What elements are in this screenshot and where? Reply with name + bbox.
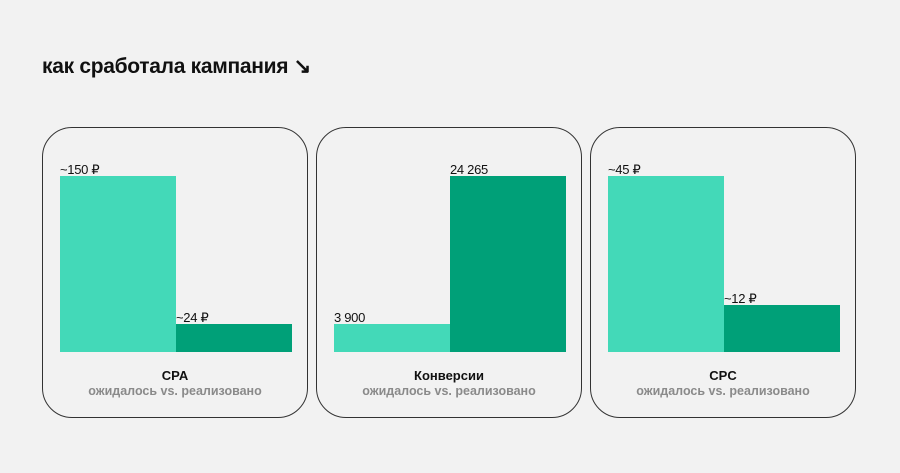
chart-subtitle: ожидалось vs. реализовано xyxy=(636,384,810,398)
data-label: 24 265 xyxy=(450,162,488,177)
page-title: как сработала кампания ↘ xyxy=(42,55,311,78)
data-label: ~24 ₽ xyxy=(176,309,209,325)
data-label: ~45 ₽ xyxy=(608,162,641,177)
bar-expected xyxy=(608,176,724,352)
chart-card: ~150 ₽ ~24 ₽ CPA ожидалось vs. реализовано xyxy=(42,127,308,418)
data-label: 3 900 xyxy=(334,309,366,325)
chart-subtitle: ожидалось vs. реализовано xyxy=(88,384,262,398)
chart-subtitle: ожидалось vs. реализовано xyxy=(362,384,536,398)
bar-expected xyxy=(60,176,176,352)
chart-card: 3 900 24 265 Конверсии ожидалось vs. реализ… xyxy=(316,127,582,418)
data-label: ~12 ₽ xyxy=(724,291,757,307)
bar-actual xyxy=(724,305,840,352)
chart-card: ~45 ₽ ~12 ₽ CPC ожидалось vs. реализовано xyxy=(590,127,856,418)
chart-title: Конверсии xyxy=(414,368,484,383)
bar-expected xyxy=(334,323,450,352)
chart-title: CPC xyxy=(709,368,737,383)
bar-actual xyxy=(176,323,292,352)
bar-actual xyxy=(450,176,566,352)
chart-title: CPA xyxy=(161,368,189,383)
data-label: ~150 ₽ xyxy=(60,162,100,177)
